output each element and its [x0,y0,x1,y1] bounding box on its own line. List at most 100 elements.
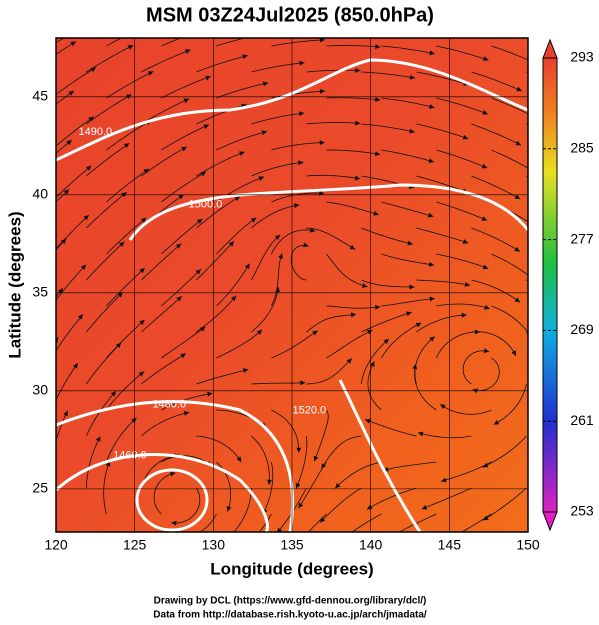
streamline [381,45,435,55]
streamline [381,253,435,266]
streamline-arrow [514,297,521,303]
streamline [171,487,201,524]
streamline [106,119,152,151]
streamline [86,291,124,333]
streamline-arrow [349,244,356,250]
streamline [416,175,468,193]
streamline-arrow [83,215,89,221]
streamline [251,286,279,333]
streamline [361,123,415,133]
streamline [106,38,123,47]
streamline [86,191,128,229]
streamline [439,403,492,415]
streamline-arrow [535,116,542,123]
colorbar-top-arrow [542,38,558,59]
streamline [216,217,257,255]
streamline [141,353,187,385]
streamline [196,295,237,333]
streamline-arrow [70,41,76,47]
streamline-arrow [242,368,249,374]
streamline [56,116,95,147]
streamline [161,326,206,359]
streamline-arrow [366,329,373,335]
streamline-arrow [183,98,190,104]
streamline-arrow [175,243,182,249]
streamline-arrow [72,363,78,369]
streamline [381,97,435,108]
streamline [251,234,281,281]
contour-label: 1490.0 [79,126,113,138]
streamline [86,44,134,73]
streamline [251,382,306,385]
streamline [86,342,122,385]
streamline [56,337,59,342]
streamline-arrow [176,296,182,302]
streamline [86,142,130,177]
streamline [436,45,489,61]
streamline-arrow [127,45,134,50]
streamline-arrow [516,86,522,92]
streamline [436,253,489,270]
streamline-arrow [92,16,99,23]
streamline [56,90,75,105]
streamline-arrow [170,471,176,477]
streamline [251,204,300,229]
streamline [416,227,469,244]
streamline-arrow [536,62,543,69]
streamline [306,174,361,180]
streamline [436,149,488,169]
contour-label: 1520.0 [292,404,326,416]
streamline-arrow [256,329,263,335]
streamline-arrow [557,314,564,321]
x-tick-label: 130 [202,537,226,553]
streamline-arrow [563,257,570,264]
streamline-arrow [299,60,305,66]
streamline-arrow [312,330,318,336]
streamline [196,151,245,177]
streamline [326,253,368,288]
streamline-arrow [234,196,241,202]
streamline [161,124,210,151]
streamline-arrow [172,535,178,541]
streamline-arrow [90,67,96,73]
streamline [56,41,77,55]
streamline-arrow [274,234,281,241]
streamline-arrow [143,168,149,174]
streamline [383,461,437,471]
credit: Drawing by DCL (https://www.gfd-dennou.o… [154,596,427,607]
x-tick-label: 125 [123,537,147,553]
streamline [216,82,269,99]
streamline [361,227,413,245]
streamline [416,71,469,86]
streamline-arrow [139,319,145,326]
streamline-arrow [56,337,59,343]
streamline [491,45,528,61]
streamline-arrow [355,67,361,73]
streamline-arrow [481,216,488,221]
streamline [326,97,381,101]
streamline-arrow [319,190,325,196]
axes: 120 125 130 135 140 145 150 25 30 35 40 45 [32,38,540,553]
streamline [196,196,241,229]
streamline-arrow [234,549,241,556]
streamline [326,305,381,309]
streamline [381,149,435,163]
streamline [153,472,176,515]
streamline-arrow [313,455,319,462]
streamline-arrow [68,90,75,96]
streamline [196,368,249,385]
streamline [295,435,308,489]
streamline-arrow [514,194,521,200]
streamline [306,122,361,125]
streamline-arrow [123,143,130,149]
streamline-arrow [366,504,373,510]
colorbar [542,57,558,513]
streamline-arrow [295,482,301,489]
streamline [381,298,435,307]
streamline [361,279,415,288]
streamline-arrow [441,477,447,483]
streamline-arrow [493,419,500,425]
streamline-arrow [464,281,471,287]
streamline-arrow [266,479,272,485]
